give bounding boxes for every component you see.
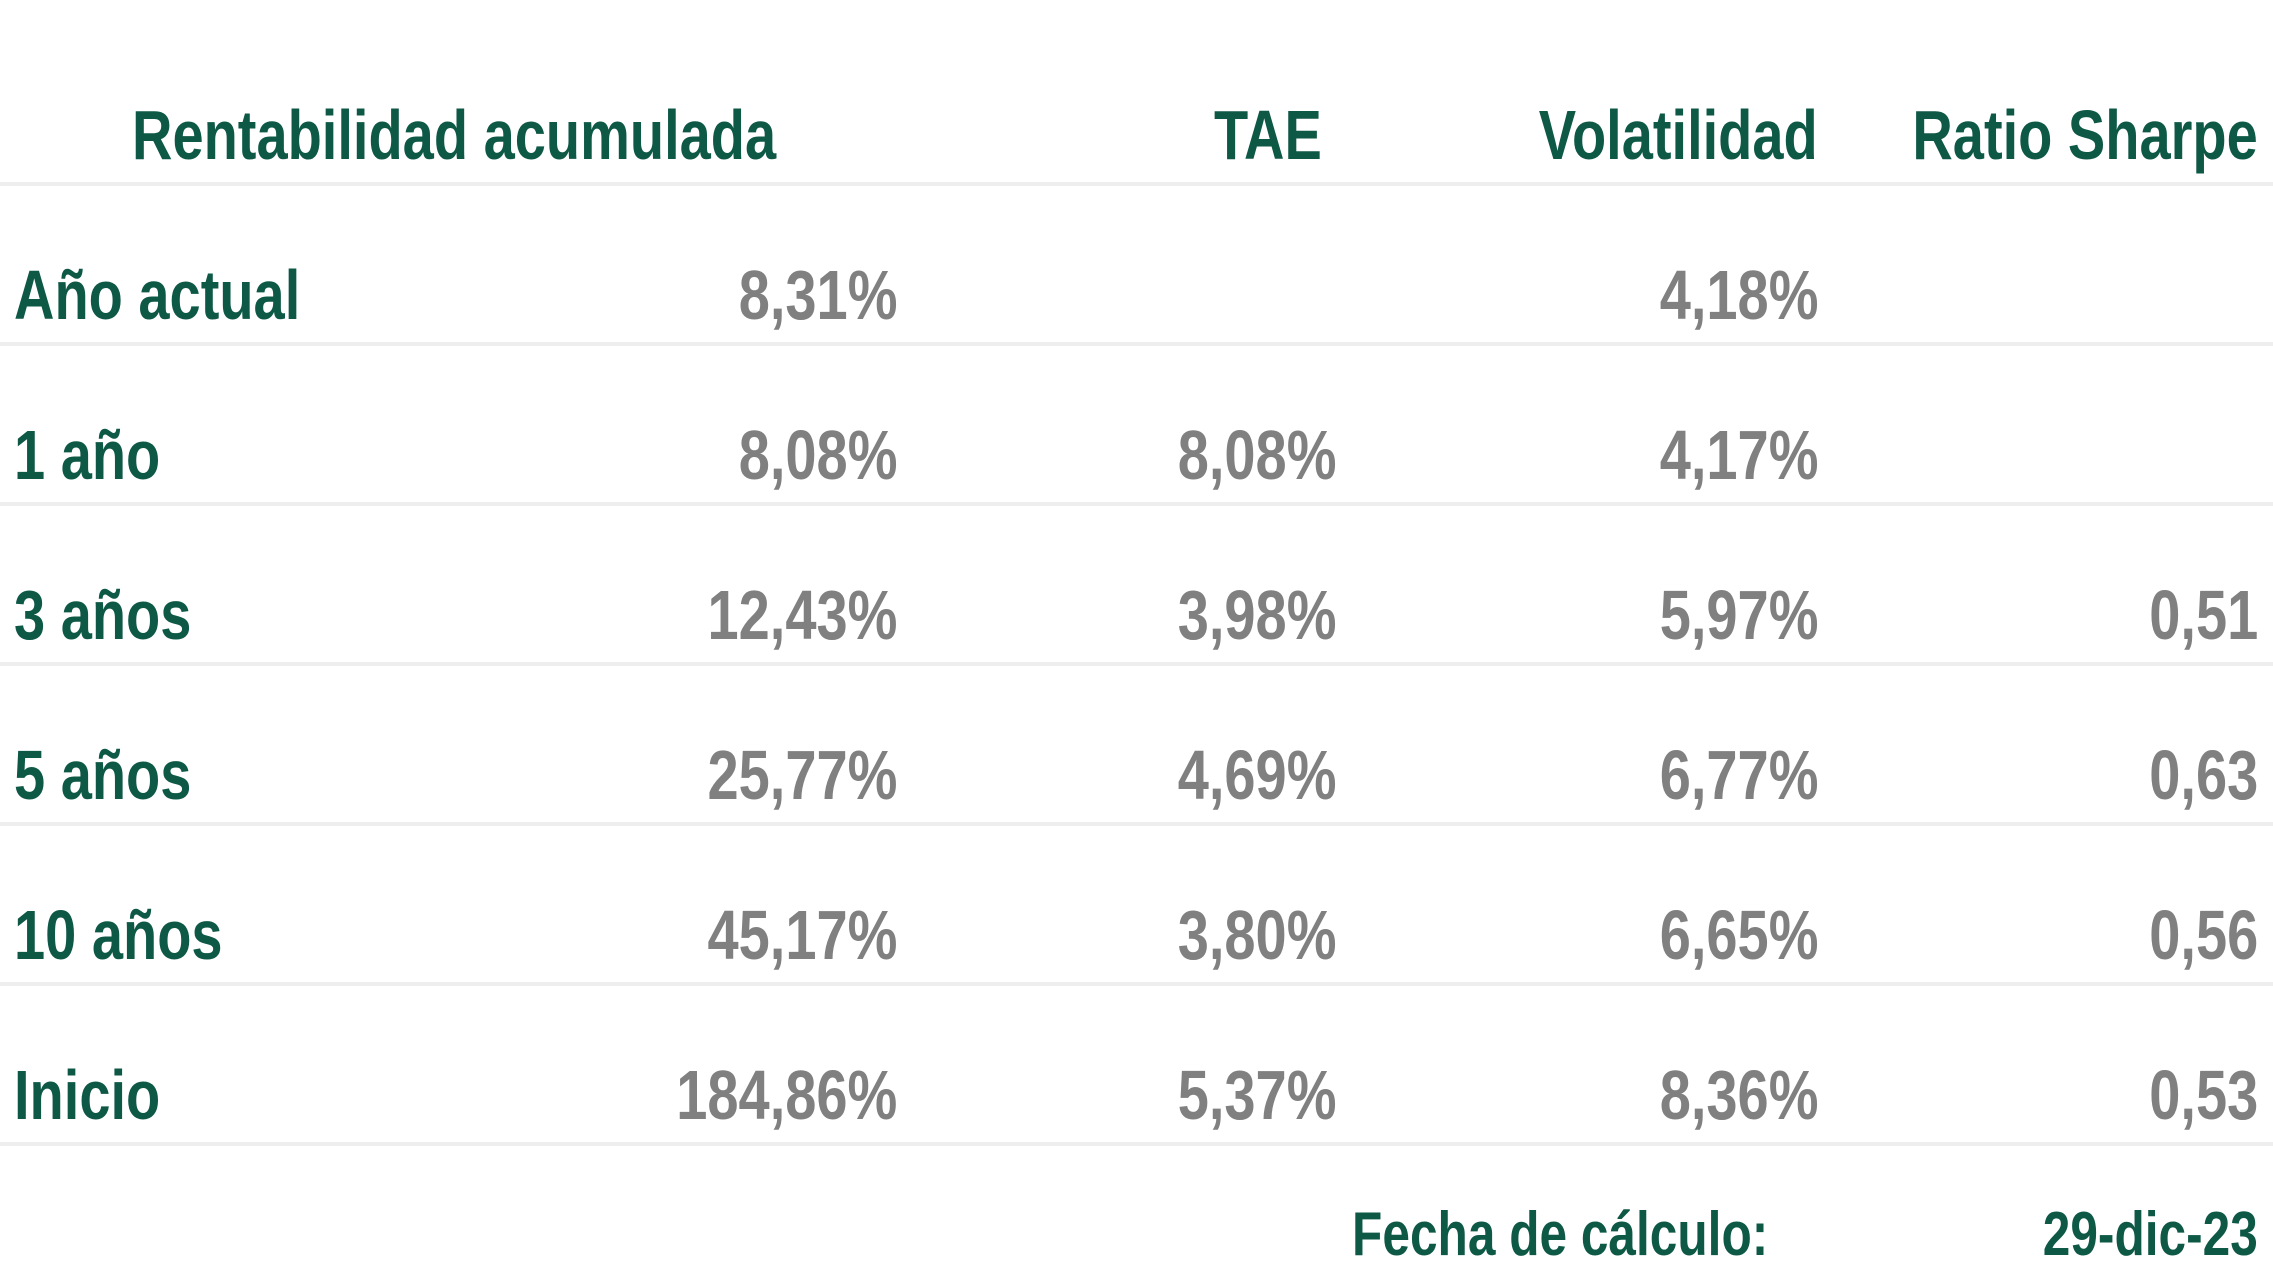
row-cumulative: 184,86% bbox=[675, 1056, 897, 1134]
row-volatility: 4,17% bbox=[1659, 416, 1818, 494]
header-cumulative: Rentabilidad acumulada bbox=[132, 96, 777, 174]
row-volatility: 4,18% bbox=[1659, 256, 1818, 334]
row-volatility: 5,97% bbox=[1659, 576, 1818, 654]
table-row: Inicio 184,86% 5,37% 8,36% 0,53 bbox=[0, 986, 2273, 1146]
table-row: Año actual 8,31% 4,18% bbox=[0, 186, 2273, 346]
row-tae: 8,08% bbox=[1177, 416, 1336, 494]
row-tae: 4,69% bbox=[1177, 736, 1336, 814]
row-period: 1 año bbox=[14, 416, 161, 494]
header-tae: TAE bbox=[1214, 96, 1322, 174]
row-volatility: 8,36% bbox=[1659, 1056, 1818, 1134]
row-volatility: 6,65% bbox=[1659, 896, 1818, 974]
calculation-date-footer: Fecha de cálculo: 29-dic-23 bbox=[0, 1200, 2273, 1280]
header-row: Rentabilidad acumulada TAE Volatilidad R… bbox=[0, 26, 2273, 186]
header-volatility: Volatilidad bbox=[1539, 96, 1818, 174]
row-sharpe: 0,63 bbox=[2149, 736, 2258, 814]
row-sharpe: 0,56 bbox=[2149, 896, 2258, 974]
row-cumulative: 25,77% bbox=[707, 736, 897, 814]
row-cumulative: 8,31% bbox=[738, 256, 897, 334]
table-row: 5 años 25,77% 4,69% 6,77% 0,63 bbox=[0, 666, 2273, 826]
calculation-date-value: 29-dic-23 bbox=[2042, 1200, 2258, 1269]
table-row: 1 año 8,08% 8,08% 4,17% bbox=[0, 346, 2273, 506]
calculation-date-label: Fecha de cálculo: bbox=[1351, 1200, 1768, 1269]
row-cumulative: 8,08% bbox=[738, 416, 897, 494]
row-cumulative: 12,43% bbox=[707, 576, 897, 654]
row-volatility: 6,77% bbox=[1659, 736, 1818, 814]
row-cumulative: 45,17% bbox=[707, 896, 897, 974]
row-sharpe: 0,51 bbox=[2149, 576, 2258, 654]
row-period: 5 años bbox=[14, 736, 192, 814]
table-row: 10 años 45,17% 3,80% 6,65% 0,56 bbox=[0, 826, 2273, 986]
row-period: Inicio bbox=[14, 1056, 161, 1134]
table-row: 3 años 12,43% 3,98% 5,97% 0,51 bbox=[0, 506, 2273, 666]
header-sharpe: Ratio Sharpe bbox=[1912, 96, 2258, 174]
row-tae: 3,80% bbox=[1177, 896, 1336, 974]
row-tae: 5,37% bbox=[1177, 1056, 1336, 1134]
row-tae: 3,98% bbox=[1177, 576, 1336, 654]
row-period: 3 años bbox=[14, 576, 192, 654]
row-period: Año actual bbox=[14, 256, 301, 334]
row-period: 10 años bbox=[14, 896, 223, 974]
row-sharpe: 0,53 bbox=[2149, 1056, 2258, 1134]
